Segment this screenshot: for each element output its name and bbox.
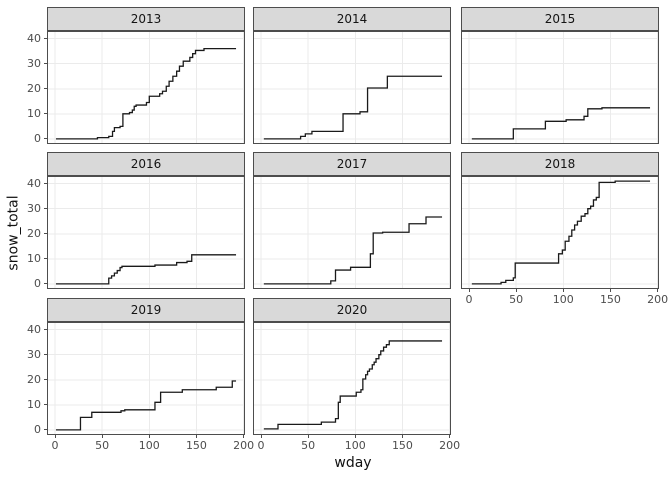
step-line-2015 xyxy=(471,107,651,140)
y-tick-label: 0 xyxy=(34,131,41,145)
facet-strip: 2019 xyxy=(47,298,245,322)
y-tick-mark xyxy=(44,208,47,210)
facet-strip: 2017 xyxy=(253,152,451,176)
y-tick-label: 10 xyxy=(27,106,41,120)
y-tick-label: 10 xyxy=(27,397,41,411)
x-tick-label: 100 xyxy=(344,439,366,452)
panel-border xyxy=(253,176,451,289)
x-tick-mark xyxy=(260,435,262,438)
facet-panel-2018 xyxy=(461,176,659,289)
y-tick-label: 30 xyxy=(27,56,41,70)
x-tick-mark xyxy=(243,435,245,438)
y-tick-label: 0 xyxy=(34,422,41,436)
y-tick-label: 0 xyxy=(34,276,41,290)
y-tick-label: 40 xyxy=(27,31,41,45)
x-tick-mark xyxy=(609,289,611,292)
x-tick-label: 150 xyxy=(391,439,413,452)
y-tick-mark xyxy=(44,379,47,381)
step-line-2018 xyxy=(471,180,651,285)
y-tick-label: 30 xyxy=(27,201,41,215)
y-tick-mark xyxy=(44,429,47,431)
panel-border xyxy=(47,176,245,289)
step-line-2019 xyxy=(55,380,237,431)
panel-border xyxy=(47,322,245,435)
x-tick-label: 0 xyxy=(51,439,59,452)
x-tick-mark xyxy=(354,435,356,438)
x-tick-label: 200 xyxy=(439,439,461,452)
x-tick-label: 200 xyxy=(233,439,255,452)
y-tick-mark xyxy=(44,88,47,90)
y-tick-label: 30 xyxy=(27,347,41,361)
y-tick-label: 20 xyxy=(27,81,41,95)
x-tick-label: 0 xyxy=(465,293,473,306)
y-tick-mark xyxy=(44,283,47,285)
y-tick-mark xyxy=(44,404,47,406)
x-tick-label: 50 xyxy=(509,293,524,306)
facet-strip: 2013 xyxy=(47,7,245,31)
facet-strip: 2016 xyxy=(47,152,245,176)
x-tick-mark xyxy=(307,435,309,438)
x-tick-mark xyxy=(657,289,659,292)
x-tick-mark xyxy=(515,289,517,292)
facet-panel-2013 xyxy=(47,31,245,144)
y-tick-mark xyxy=(44,183,47,185)
panel-border xyxy=(253,322,451,435)
x-tick-label: 150 xyxy=(599,293,621,306)
x-tick-label: 100 xyxy=(138,439,160,452)
facet-strip: 2014 xyxy=(253,7,451,31)
y-tick-mark xyxy=(44,258,47,260)
x-tick-mark xyxy=(468,289,470,292)
y-tick-label: 40 xyxy=(27,176,41,190)
x-tick-label: 50 xyxy=(301,439,316,452)
y-tick-mark xyxy=(44,138,47,140)
y-tick-mark xyxy=(44,113,47,115)
facet-panel-2017 xyxy=(253,176,451,289)
y-tick-mark xyxy=(44,233,47,235)
facet-strip: 2015 xyxy=(461,7,659,31)
step-line-2020 xyxy=(263,340,443,430)
y-axis-title: snow_total xyxy=(6,195,23,271)
y-tick-mark xyxy=(44,63,47,65)
x-tick-mark xyxy=(101,435,103,438)
facet-panel-2020 xyxy=(253,322,451,435)
y-tick-mark xyxy=(44,38,47,40)
x-tick-mark xyxy=(449,435,451,438)
x-tick-label: 100 xyxy=(552,293,574,306)
facet-panel-2014 xyxy=(253,31,451,144)
x-tick-mark xyxy=(401,435,403,438)
x-tick-label: 50 xyxy=(95,439,110,452)
x-tick-mark xyxy=(148,435,150,438)
y-tick-mark xyxy=(44,354,47,356)
facet-strip: 2020 xyxy=(253,298,451,322)
y-tick-mark xyxy=(44,329,47,331)
x-axis-title: wday xyxy=(334,455,372,471)
facet-panel-2016 xyxy=(47,176,245,289)
step-line-2013 xyxy=(55,48,237,140)
x-tick-label: 0 xyxy=(257,439,265,452)
panel-border xyxy=(253,31,451,144)
y-tick-label: 40 xyxy=(27,322,41,336)
step-line-2014 xyxy=(263,75,443,140)
x-tick-mark xyxy=(54,435,56,438)
step-line-2017 xyxy=(263,216,443,285)
facet-strip: 2018 xyxy=(461,152,659,176)
y-tick-label: 20 xyxy=(27,226,41,240)
x-tick-mark xyxy=(562,289,564,292)
y-tick-label: 20 xyxy=(27,372,41,386)
facet-panel-2015 xyxy=(461,31,659,144)
y-tick-label: 10 xyxy=(27,251,41,265)
x-tick-label: 200 xyxy=(647,293,669,306)
panel-border xyxy=(461,176,659,289)
panel-border xyxy=(461,31,659,144)
facet-panel-2019 xyxy=(47,322,245,435)
x-tick-mark xyxy=(195,435,197,438)
x-tick-label: 150 xyxy=(185,439,207,452)
step-line-2016 xyxy=(55,254,237,285)
panel-border xyxy=(47,31,245,144)
y-axis-title-area: snow_total xyxy=(4,31,24,435)
